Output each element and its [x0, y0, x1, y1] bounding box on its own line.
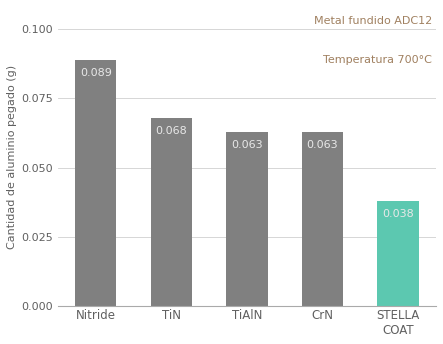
Text: 0.068: 0.068 — [155, 126, 187, 136]
Text: 0.063: 0.063 — [307, 140, 338, 150]
Bar — [302, 132, 343, 306]
Text: 0.063: 0.063 — [231, 140, 263, 150]
Text: 0.089: 0.089 — [80, 68, 112, 78]
Bar — [226, 132, 268, 306]
Bar — [151, 118, 192, 306]
Text: Metal fundido ADC12: Metal fundido ADC12 — [314, 16, 432, 26]
Text: 0.038: 0.038 — [382, 209, 414, 219]
Text: Temperatura 700°C: Temperatura 700°C — [323, 55, 432, 65]
Y-axis label: Cantidad de aluminio pegado (g): Cantidad de aluminio pegado (g) — [7, 65, 17, 249]
Bar — [75, 60, 117, 306]
Bar — [377, 201, 419, 306]
